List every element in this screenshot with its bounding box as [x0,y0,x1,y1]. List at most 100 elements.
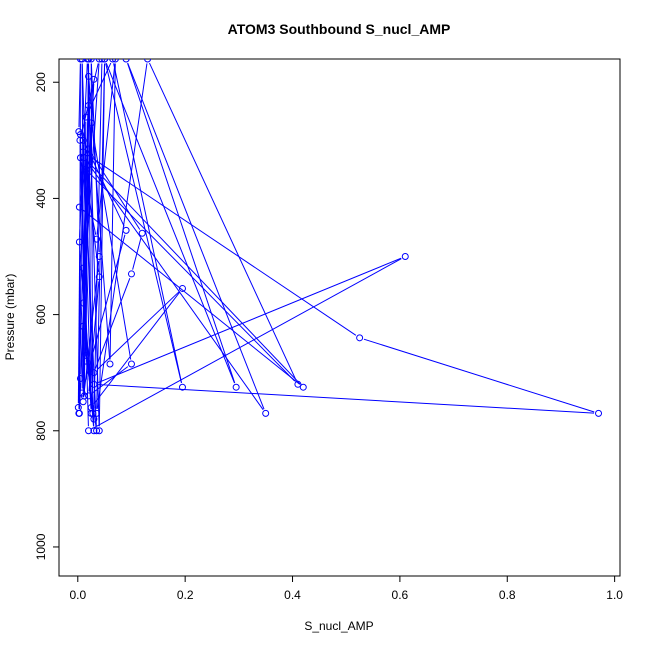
data-point [127,270,135,278]
series-line-segment [82,144,97,427]
series-line-segment [127,63,236,384]
x-tick-label: 0.6 [392,588,409,602]
data-point [95,427,103,435]
y-tick-label: 800 [34,420,48,440]
series-line-segment [113,63,183,383]
series-line-segment [105,63,182,383]
data-point [138,229,146,237]
data-point [401,253,409,261]
data-point [95,253,103,261]
series-line-segment [97,257,402,384]
data-point [95,59,103,63]
x-tick-label: 1.0 [606,588,623,602]
series-line-segment [363,338,595,413]
data-point [144,59,152,63]
series-line-segment [83,260,100,398]
series-line-segment [92,258,402,430]
series-line-segment [98,384,595,414]
data-point [79,299,87,307]
data-point [299,383,307,391]
y-tick-label: 200 [34,72,48,92]
data-point [76,154,84,162]
x-axis-label: S_nucl_AMP [304,619,373,633]
data-point [122,59,130,63]
data-point [85,101,93,109]
data-point [178,284,186,292]
x-axis: 0.0 0.2 0.4 0.6 0.8 1.0 [69,575,623,602]
series-line-segment [82,234,126,389]
data-point [109,59,117,63]
data-point [76,131,84,139]
data-point [79,322,87,330]
data-point [79,398,87,406]
series-line-segment [86,154,357,336]
data-point [78,59,86,63]
series-line-segment [90,63,100,253]
data-point [79,148,87,156]
series-line-segment [82,209,301,385]
series-line-segment [93,63,103,415]
y-tick-label: 400 [34,188,48,208]
series-line-segment [96,63,116,235]
data-point [82,165,90,173]
series-line-segment [82,156,92,404]
data-point [85,72,93,80]
series-line-segment [96,291,180,370]
data-point [90,380,98,388]
data-point [101,59,109,63]
chart-title: ATOM3 Southbound S_nucl_AMP [228,21,451,37]
data-point [75,409,83,417]
data-point [106,360,114,368]
data-point [82,113,90,121]
series-line-segment [132,237,142,270]
series-line-segment [86,160,301,385]
data-point [294,380,302,388]
data-point [93,235,101,243]
data-point [85,145,93,153]
data-point [79,136,87,144]
series-line-segment [80,127,92,375]
data-point [85,427,93,435]
data-point [87,119,95,127]
series-line-segment [91,366,129,394]
series-markers [74,59,603,435]
data-point [75,203,83,211]
series-line-segment [91,127,132,360]
y-axis-label: Pressure (mbar) [3,274,17,361]
x-tick-label: 0.2 [177,588,194,602]
x-tick-label: 0.0 [69,588,86,602]
data-point [111,59,119,63]
series-line-segment [95,277,131,369]
y-tick-label: 1000 [34,533,48,560]
data-point [93,409,101,417]
y-tick-label: 600 [34,304,48,324]
data-point [262,409,270,417]
series-line-segment [127,63,265,410]
data-point [98,59,106,63]
series-line-segment [98,63,106,427]
data-point [178,383,186,391]
data-point [82,351,90,359]
data-point [79,264,87,272]
data-point [90,415,98,423]
data-point [75,238,83,246]
series-line-segment [86,161,264,410]
data-point [595,409,603,417]
data-point [90,427,98,435]
series-line-segment [149,62,297,381]
data-point [93,427,101,435]
series-line-segment [83,330,94,415]
series-line-segment [105,62,235,384]
data-point [356,334,364,342]
x-tick-label: 0.4 [284,588,301,602]
series-line-segment [96,63,106,409]
data-point [90,75,98,83]
data-point [85,392,93,400]
data-point [87,404,95,412]
data-point [87,59,95,63]
data-point [78,389,86,397]
plot-area [74,59,603,435]
x-tick-label: 0.8 [499,588,516,602]
